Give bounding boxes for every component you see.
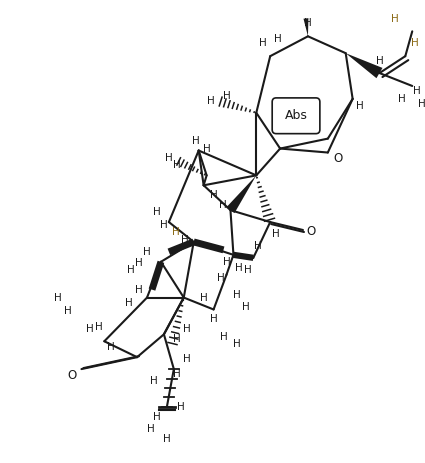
- Text: H: H: [64, 307, 71, 317]
- Text: H: H: [223, 91, 230, 101]
- Text: H: H: [399, 94, 406, 104]
- Text: H: H: [153, 207, 161, 217]
- Text: H: H: [411, 38, 419, 48]
- Text: H: H: [223, 257, 230, 267]
- Text: H: H: [183, 354, 191, 364]
- Text: H: H: [207, 96, 215, 106]
- Text: H: H: [356, 101, 363, 111]
- FancyBboxPatch shape: [272, 98, 320, 134]
- Text: H: H: [200, 293, 207, 302]
- Text: H: H: [192, 136, 200, 145]
- Text: H: H: [163, 434, 171, 444]
- Polygon shape: [227, 175, 256, 213]
- Text: H: H: [143, 247, 151, 257]
- Text: H: H: [304, 19, 312, 28]
- Text: H: H: [203, 144, 210, 154]
- Text: O: O: [333, 152, 343, 165]
- Text: H: H: [391, 14, 399, 25]
- Polygon shape: [346, 53, 382, 78]
- Text: H: H: [210, 314, 218, 325]
- Text: H: H: [160, 220, 168, 230]
- Text: Abs: Abs: [285, 109, 307, 122]
- Text: H: H: [274, 34, 282, 44]
- Text: H: H: [173, 369, 181, 379]
- Text: H: H: [135, 258, 143, 268]
- Text: H: H: [232, 289, 240, 300]
- Text: H: H: [181, 235, 189, 245]
- Text: H: H: [96, 322, 103, 332]
- Text: H: H: [54, 293, 62, 302]
- Text: H: H: [147, 424, 155, 434]
- Text: H: H: [414, 86, 421, 96]
- Text: H: H: [127, 265, 135, 275]
- Text: H: H: [125, 298, 133, 307]
- Text: H: H: [173, 334, 181, 344]
- Text: H: H: [218, 200, 227, 210]
- Text: O: O: [67, 369, 76, 382]
- Text: H: H: [85, 325, 93, 334]
- Text: H: H: [183, 325, 191, 334]
- Text: H: H: [172, 227, 180, 237]
- Text: H: H: [244, 265, 252, 275]
- Text: H: H: [165, 154, 173, 163]
- Text: H: H: [376, 56, 383, 66]
- Text: O: O: [306, 225, 315, 238]
- Text: H: H: [108, 342, 115, 352]
- Text: H: H: [272, 229, 280, 239]
- Text: H: H: [220, 332, 227, 342]
- Text: H: H: [153, 412, 161, 422]
- Text: H: H: [210, 190, 218, 200]
- Text: H: H: [243, 302, 250, 313]
- Text: H: H: [418, 99, 425, 109]
- Text: H: H: [255, 241, 262, 251]
- Polygon shape: [303, 18, 309, 36]
- Text: H: H: [259, 38, 267, 48]
- Text: H: H: [173, 161, 181, 170]
- Text: H: H: [135, 285, 143, 294]
- Text: H: H: [217, 273, 224, 283]
- Text: H: H: [177, 402, 185, 412]
- Text: H: H: [150, 376, 158, 386]
- Text: H: H: [232, 339, 240, 349]
- Text: H: H: [235, 263, 242, 273]
